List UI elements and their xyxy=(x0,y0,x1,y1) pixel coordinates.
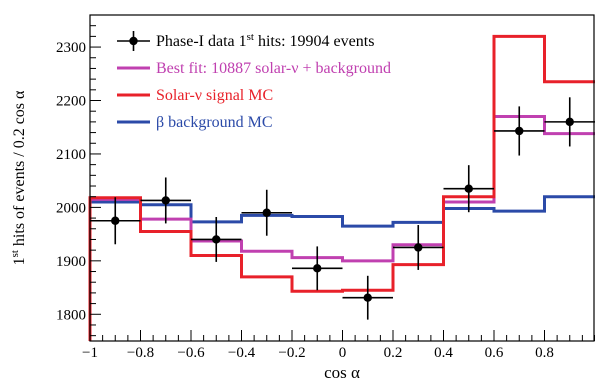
legend-label: β background MC xyxy=(156,114,273,131)
legend: Phase-I data 1st hits: 19904 events Best … xyxy=(117,31,391,131)
data-curves xyxy=(88,34,595,341)
data-point xyxy=(161,196,170,205)
legend-label-superscript: st xyxy=(247,31,254,43)
x-tick-label: −0.8 xyxy=(127,345,154,361)
y-axis-label-part: hits of events / 0.2 cos α xyxy=(11,90,28,250)
series-step-3 xyxy=(88,195,595,341)
data-point xyxy=(515,126,524,136)
data-point xyxy=(565,117,574,127)
x-tick-label: 0.8 xyxy=(535,345,554,361)
legend-label: Phase-I data 1st hits: 19904 events xyxy=(156,31,374,50)
data-point xyxy=(464,184,473,193)
y-tick-label: 2300 xyxy=(56,40,86,56)
x-tick-label: −0.2 xyxy=(278,345,305,361)
y-axis-label: 1st hits of events / 0.2 cos α xyxy=(9,90,28,265)
y-tick-label: 2200 xyxy=(56,94,86,110)
y-tick-label: 1900 xyxy=(56,254,86,270)
data-point xyxy=(212,235,221,244)
legend-label-part: Phase-I data 1 xyxy=(156,33,247,50)
series-step-2 xyxy=(88,34,595,341)
x-tick-label: −1 xyxy=(82,345,98,361)
y-tick-label: 1800 xyxy=(56,307,86,323)
x-tick-label: 0 xyxy=(339,345,347,361)
legend-label-part: hits: 19904 events xyxy=(254,33,374,50)
data-point xyxy=(262,208,271,217)
x-tick-label: 0.6 xyxy=(485,345,504,361)
x-tick-label: −0.4 xyxy=(228,345,256,361)
legend-label: Solar-ν signal MC xyxy=(156,87,273,104)
x-axis-label: cos α xyxy=(324,363,360,382)
x-tick-label: −0.6 xyxy=(177,345,205,361)
data-point xyxy=(313,264,322,273)
data-points xyxy=(90,97,595,320)
legend-marker-point xyxy=(129,36,138,46)
data-point xyxy=(414,243,423,252)
legend-label: Best fit: 10887 solar-ν + background xyxy=(156,60,391,77)
y-tick-label: 2100 xyxy=(56,147,86,163)
y-axis-label-part: 1 xyxy=(11,257,28,265)
x-tick-label: 0.4 xyxy=(434,345,453,361)
y-axis-ticks: 1800 1900 2000 2100 2200 2300 xyxy=(56,25,101,337)
data-point xyxy=(111,216,120,225)
data-point xyxy=(363,293,372,302)
y-axis-label-superscript: st xyxy=(9,250,21,257)
x-tick-label: 0.2 xyxy=(384,345,403,361)
x-axis-ticks: −1 −0.8 −0.6 −0.4 −0.2 0 0.2 0.4 0.6 0.8 xyxy=(82,330,595,361)
y-tick-label: 2000 xyxy=(56,200,86,216)
